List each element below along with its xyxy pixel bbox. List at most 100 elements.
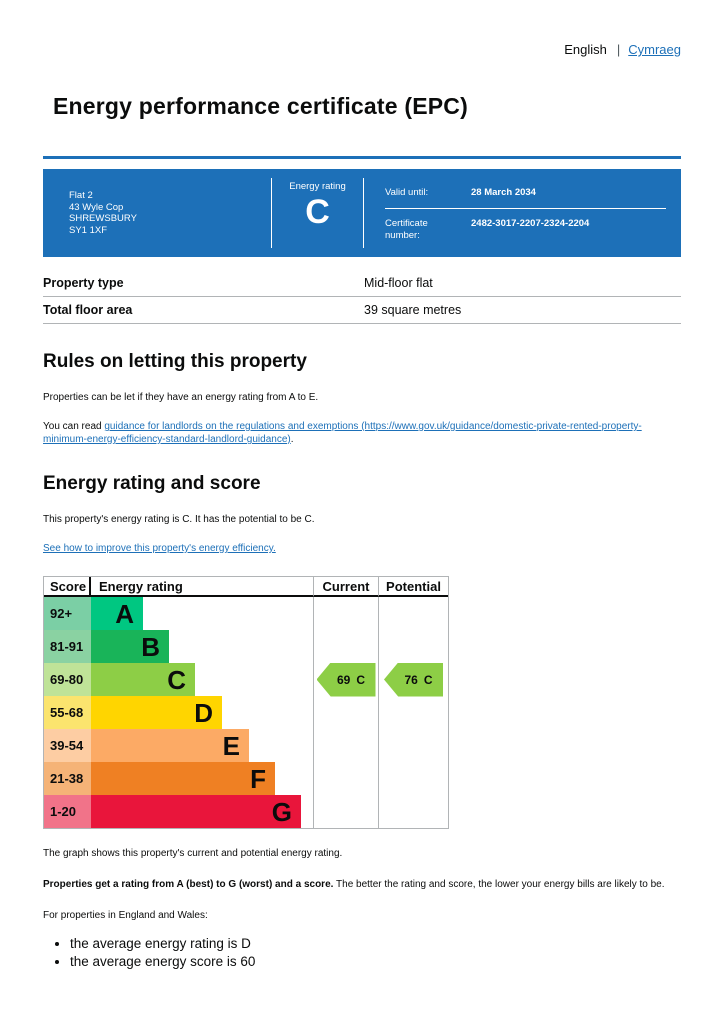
current-rating-arrow: 69 C (316, 662, 376, 697)
graph-note: The graph shows this property's current … (43, 848, 343, 859)
band-letter-e: E (222, 730, 240, 761)
table-row: Property type Mid-floor flat (43, 270, 681, 297)
property-type-value: Mid-floor flat (364, 276, 433, 290)
current-score: 69 (336, 672, 351, 687)
band-bar-cell-e: E (91, 729, 313, 762)
potential-cell-c: 76 C (378, 662, 448, 697)
address-line: 43 Wyle Cop (69, 201, 124, 213)
current-cell-d (313, 696, 378, 729)
banner-divider (363, 178, 364, 248)
certificate-banner: Flat 2 43 Wyle Cop SHREWSBURY SY1 1XF En… (43, 169, 681, 257)
current-cell-f (313, 762, 378, 795)
band-score-d: 55-68 (44, 696, 91, 729)
chart-header-score: Score (44, 577, 91, 597)
energy-rating-box: Energy rating C (272, 169, 363, 257)
band-bar-b: B (91, 630, 169, 663)
floor-area-value: 39 square metres (364, 303, 462, 317)
region-intro: For properties in England and Wales: (43, 910, 208, 921)
potential-cell-f (378, 762, 448, 795)
language-separator: | (616, 42, 621, 57)
band-score-f: 21-38 (44, 762, 91, 795)
band-bar-a: A (91, 597, 143, 630)
improve-link-line: See how to improve this property's energ… (43, 542, 681, 555)
band-score-b: 81-91 (44, 630, 91, 663)
current-letter: C (356, 672, 366, 687)
band-bar-e: E (91, 729, 249, 762)
language-current: English (564, 42, 607, 57)
current-cell-g (313, 795, 378, 828)
energy-rating-label: Energy rating (289, 181, 346, 192)
potential-score: 76 (404, 672, 418, 687)
band-bar-cell-c: C (91, 663, 313, 696)
list-item: the average energy rating is D (70, 936, 681, 951)
energy-rating-value: C (305, 193, 330, 231)
letting-rules-heading: Rules on letting this property (43, 351, 307, 372)
floor-area-label: Total floor area (43, 303, 133, 317)
certificate-number-row: Certificate number: 2482-3017-2207-2324-… (385, 209, 666, 241)
current-cell-c: 69 C (313, 662, 378, 697)
band-bar-cell-a: A (91, 597, 313, 630)
band-score-g: 1-20 (44, 795, 91, 828)
page-title: Energy performance certificate (EPC) (53, 93, 468, 119)
chart-header-energy-rating: Energy rating (91, 577, 313, 597)
current-cell-b (313, 630, 378, 663)
band-bar-d: D (91, 696, 222, 729)
address-line: SY1 1XF (69, 224, 108, 236)
table-row: Total floor area 39 square metres (43, 297, 681, 324)
language-link-cymraeg[interactable]: Cymraeg (628, 42, 681, 57)
rating-explainer-bold: Properties get a rating from A (best) to… (43, 879, 334, 890)
potential-cell-e (378, 729, 448, 762)
address-line: SHREWSBURY (69, 213, 137, 224)
property-address: Flat 2 43 Wyle Cop SHREWSBURY SY1 1XF (43, 169, 271, 257)
band-letter-d: D (194, 697, 213, 728)
band-bar-cell-d: D (91, 696, 313, 729)
page-container: English | Cymraeg Energy performance certi… (42, 0, 682, 969)
property-type-label: Property type (43, 276, 124, 290)
band-letter-f: F (250, 763, 266, 794)
rating-explainer-rest: The better the rating and score, the low… (333, 879, 665, 890)
potential-letter: C (423, 672, 433, 687)
band-score-a: 92+ (44, 597, 91, 630)
epc-rating-chart: Score Energy rating Current Potential 92… (43, 576, 449, 829)
band-bar-cell-f: F (91, 762, 313, 795)
current-cell-a (313, 597, 378, 630)
certificate-number-value: 2482-3017-2207-2324-2204 (471, 218, 590, 230)
band-bar-g: G (91, 795, 301, 828)
potential-cell-d (378, 696, 448, 729)
rating-explainer: Properties get a rating from A (best) to… (43, 878, 681, 891)
guidance-link-prefix: You can read (43, 421, 105, 432)
title-divider (43, 156, 681, 159)
guidance-link-suffix: . (290, 434, 294, 445)
band-letter-c: C (167, 664, 186, 695)
band-score-c: 69-80 (44, 663, 91, 696)
banner-divider (271, 178, 272, 248)
landlord-guidance-link[interactable]: guidance for landlords on the regulation… (43, 421, 642, 445)
band-bar-c: C (91, 663, 195, 696)
current-cell-e (313, 729, 378, 762)
potential-cell-b (378, 630, 448, 663)
averages-list: the average energy rating is D the avera… (70, 936, 681, 969)
certificate-number-label: Certificate number: (385, 218, 428, 241)
potential-cell-a (378, 597, 448, 630)
valid-until-label: Valid until: (385, 186, 429, 198)
valid-until-row: Valid until: 28 March 2034 (385, 185, 666, 210)
potential-cell-g (378, 795, 448, 828)
language-switcher: English | Cymraeg (43, 0, 681, 57)
letting-rules-paragraph: Properties can be let if they have an en… (43, 392, 319, 403)
band-bar-cell-g: G (91, 795, 313, 828)
chart-header-current: Current (313, 577, 378, 597)
band-letter-b: B (141, 631, 160, 662)
epc-chart-grid: Score Energy rating Current Potential 92… (44, 577, 448, 828)
address-line: Flat 2 (69, 190, 93, 201)
band-letter-a: A (115, 598, 134, 629)
band-bar-f: F (91, 762, 275, 795)
rating-summary: This property's energy rating is C. It h… (43, 514, 315, 525)
band-bar-cell-b: B (91, 630, 313, 663)
chart-header-potential: Potential (378, 577, 448, 597)
letting-rules-guidance: You can read guidance for landlords on t… (43, 420, 681, 446)
certificate-details: Valid until: 28 March 2034 Certificate n… (364, 169, 681, 257)
potential-rating-arrow: 76 C (384, 662, 443, 697)
improve-efficiency-link[interactable]: See how to improve this property's energ… (43, 543, 276, 554)
valid-until-value: 28 March 2034 (471, 186, 536, 198)
property-summary-table: Property type Mid-floor flat Total floor… (43, 270, 681, 324)
